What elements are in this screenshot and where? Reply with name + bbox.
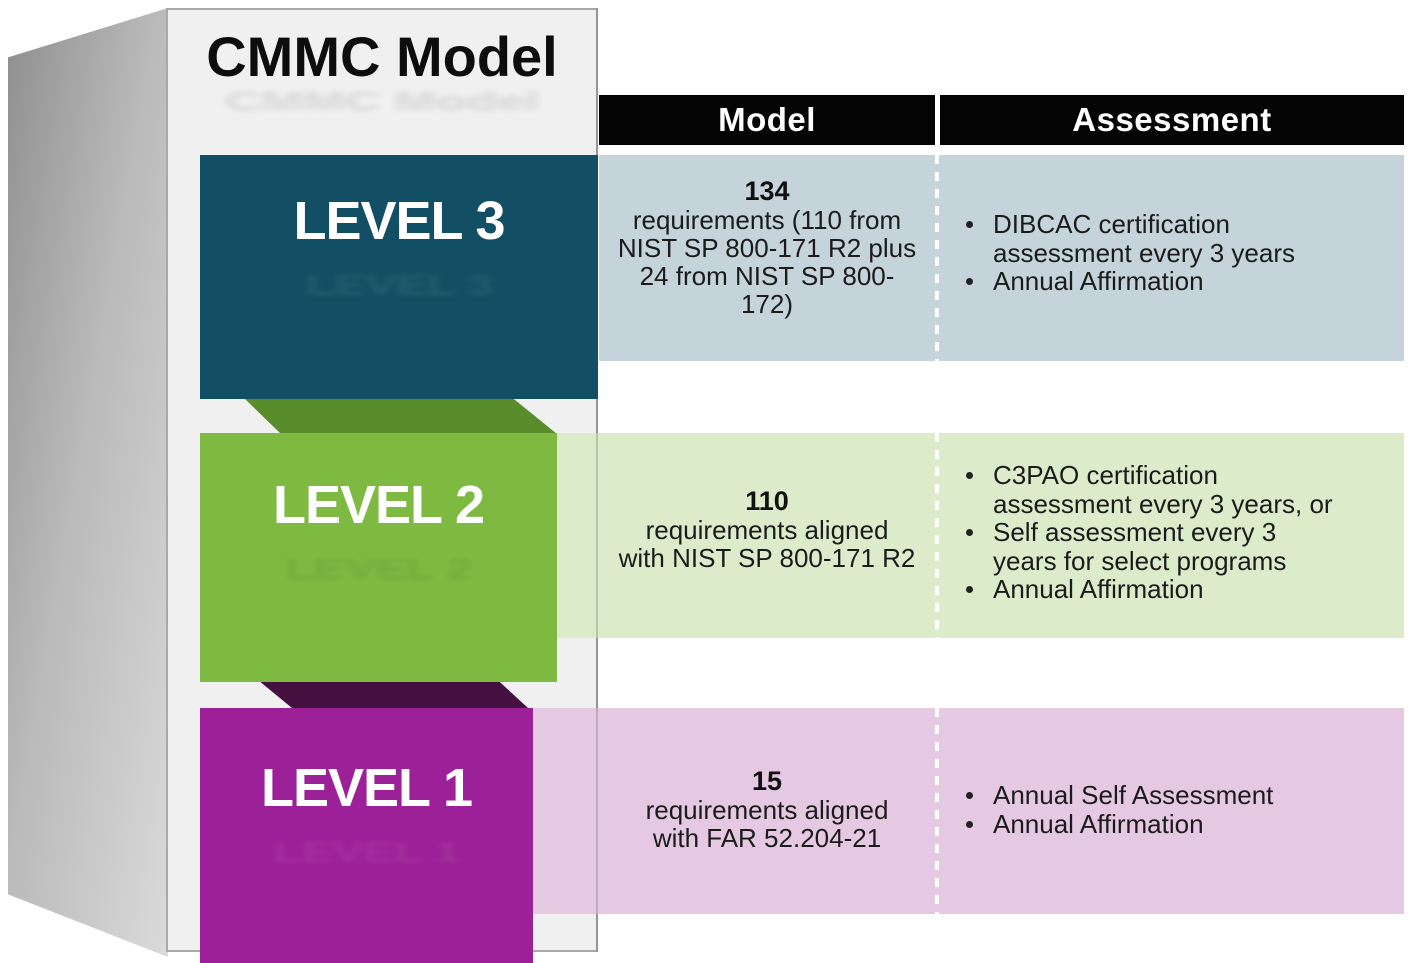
level3-row-strip (599, 155, 1404, 361)
model-cell-line: requirements aligned (645, 795, 889, 825)
level3-label-ghost: LEVEL 3 (305, 269, 494, 302)
assessment-item: Annual Self Assessment (962, 781, 1338, 810)
level1-model-cell: 15 requirements aligned with FAR 52.204-… (599, 766, 935, 852)
level3-model-cell: 134 requirements (110 from NIST SP 800-1… (599, 176, 935, 318)
level1-row-strip (533, 708, 1404, 914)
level1-block: LEVEL 1 LEVEL 1 (200, 708, 533, 963)
box-side-face (8, 8, 168, 957)
level2-model-cell: 110 requirements aligned with NIST SP 80… (599, 486, 935, 572)
assessment-item: Annual Affirmation (962, 809, 1338, 839)
model-cell-line: with NIST SP 800-171 R2 (618, 543, 916, 573)
assessment-item: Self assessment every 3 years for select… (962, 518, 1338, 575)
column-header-assessment: Assessment (940, 95, 1404, 145)
level1-label-ghost: LEVEL 1 (273, 836, 461, 869)
model-cell-line: requirements (110 from (632, 205, 902, 235)
level3-block: LEVEL 3 LEVEL 3 (200, 155, 598, 399)
page-title-ghost: CMMC Model (225, 85, 539, 117)
assessment-item: Annual Affirmation (962, 575, 1338, 604)
column-divider-level3 (935, 155, 939, 361)
level1-requirement-count: 15 (751, 766, 783, 796)
column-divider-level1 (935, 708, 939, 914)
level3-requirement-count: 134 (744, 176, 790, 206)
panel-right-edge (596, 8, 598, 952)
level1-assessment-cell: Annual Self Assessment Annual Affirmatio… (962, 781, 1382, 838)
page-title: CMMC Model (206, 25, 558, 88)
level2-requirement-count: 110 (745, 486, 789, 516)
level2-block: LEVEL 2 LEVEL 2 (200, 433, 557, 682)
model-cell-line: requirements aligned (645, 515, 889, 545)
level3-label: LEVEL 3 (293, 191, 505, 251)
model-cell-line: NIST SP 800-171 R2 plus (617, 233, 917, 263)
level2-assessment-cell: C3PAO certification assessment every 3 y… (962, 461, 1382, 604)
assessment-item: C3PAO certification assessment every 3 y… (962, 461, 1338, 518)
column-divider-level2 (935, 433, 939, 638)
assessment-item: Annual Affirmation (962, 267, 1338, 296)
level2-label: LEVEL 2 (272, 475, 485, 535)
column-header-model: Model (599, 95, 935, 145)
level2-label-ghost: LEVEL 2 (285, 553, 473, 586)
model-cell-line: 172) (740, 289, 794, 319)
assessment-item: DIBCAC certification assessment every 3 … (962, 210, 1338, 267)
level1-label: LEVEL 1 (260, 758, 473, 818)
model-cell-line: 24 from NIST SP 800- (639, 261, 895, 291)
level2-row-strip (557, 433, 1404, 638)
level3-assessment-cell: DIBCAC certification assessment every 3 … (962, 210, 1382, 296)
model-cell-line: with FAR 52.204-21 (652, 823, 882, 853)
